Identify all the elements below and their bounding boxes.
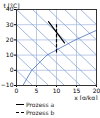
html-text:Prozess a: Prozess a — [26, 101, 55, 108]
svg-text:x [g/kg]: x [g/kg] — [74, 94, 97, 101]
svg-text:10: 10 — [53, 87, 61, 94]
svg-text:0: 0 — [15, 87, 19, 94]
html-text:Prozess b: Prozess b — [26, 109, 55, 116]
svg-text:0: 0 — [10, 66, 14, 73]
svg-text:10: 10 — [6, 51, 14, 58]
svg-text:30: 30 — [6, 21, 14, 28]
svg-text:5: 5 — [35, 87, 39, 94]
svg-text:15: 15 — [72, 86, 81, 94]
svg-text:−10: −10 — [1, 81, 14, 88]
svg-text:20: 20 — [6, 36, 14, 43]
svg-text:40: 40 — [5, 5, 14, 13]
svg-text:t [°C]: t [°C] — [4, 2, 20, 9]
